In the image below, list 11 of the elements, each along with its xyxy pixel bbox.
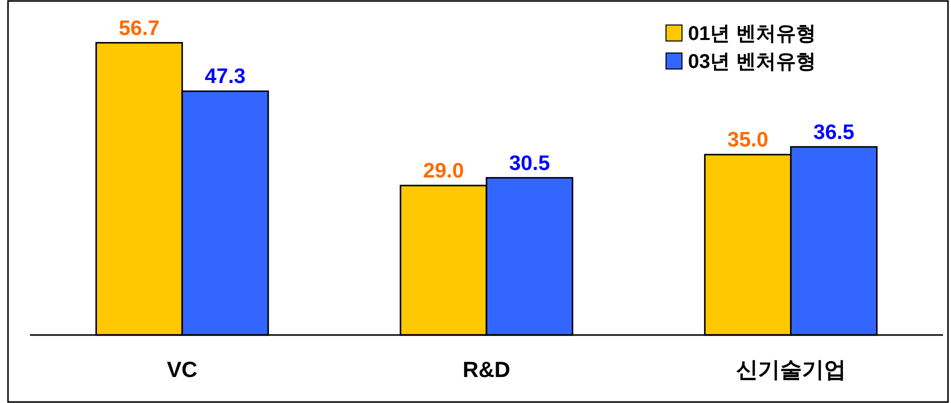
x-tick-label: VC [166,357,198,382]
data-label: 29.0 [423,160,464,183]
legend-label: 03년 벤처유형 [688,51,816,73]
x-tick-label: R&D [462,357,510,382]
x-tick-label: 신기술기업 [736,357,846,382]
data-label: 47.3 [204,65,246,88]
data-label: 30.5 [509,152,550,175]
data-label: 56.7 [118,16,160,40]
data-label: 35.0 [727,128,768,152]
legend-label: 01년 벤처유형 [688,23,816,45]
data-label: 36.5 [813,120,855,144]
